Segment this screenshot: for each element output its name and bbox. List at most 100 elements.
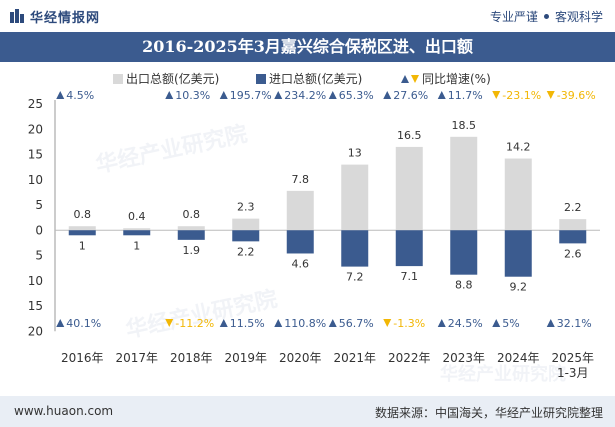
y-tick-label: 5: [35, 198, 43, 212]
export-growth-label: 234.2%: [284, 89, 326, 102]
export-value-label: 13: [348, 147, 362, 160]
import-bar: [341, 230, 369, 267]
export-value-label: 0.8: [74, 208, 92, 221]
brand-tags: 专业严谨 客观科学: [490, 8, 603, 25]
import-growth-label: 11.5%: [230, 317, 265, 330]
x-tick-label: 2020年: [279, 351, 322, 365]
x-tick-label: 2022年: [388, 351, 431, 365]
import-growth-label: 5%: [502, 317, 519, 330]
y-tick-label: 15: [28, 148, 43, 162]
growth-up-icon: [328, 91, 337, 99]
growth-up-icon: [546, 319, 555, 327]
export-growth-label: 195.7%: [230, 89, 272, 102]
import-growth-label: -11.2%: [175, 317, 214, 330]
growth-up-icon: [56, 91, 65, 99]
growth-down-icon: [165, 319, 174, 327]
import-growth-label: 24.5%: [448, 317, 483, 330]
y-tick-label: 15: [28, 299, 43, 313]
export-growth-label: 65.3%: [339, 89, 374, 102]
growth-up-icon: [437, 319, 446, 327]
y-tick-label: 10: [28, 274, 43, 288]
export-bar: [123, 228, 151, 231]
export-growth-label: 27.6%: [393, 89, 428, 102]
import-value-label: 1.9: [183, 244, 201, 257]
legend-swatch-import: [256, 74, 266, 84]
import-bar: [68, 230, 96, 236]
footer-source: 数据来源：中国海关，华经产业研究院整理: [374, 406, 603, 420]
growth-up-icon: [165, 91, 174, 99]
x-tick-label: 2016年: [61, 351, 104, 365]
x-tick-label-line: 2025年: [551, 351, 594, 365]
import-bar: [232, 230, 260, 242]
y-tick-label: 5: [35, 249, 43, 263]
x-tick-label: 2021年: [333, 351, 376, 365]
x-tick-label: 2017年: [115, 351, 158, 365]
export-value-label: 14.2: [506, 141, 531, 154]
chart-marks: 0.8 1 4.5% 40.1% 2016年 0.4 1 2017年 0.8 1.9 10.3% -1…: [55, 89, 600, 380]
import-value-label: 7.1: [401, 270, 419, 283]
footer-site-link[interactable]: www.huaon.com: [14, 404, 114, 418]
import-bar: [450, 230, 478, 275]
export-value-label: 2.3: [237, 201, 255, 214]
x-tick-label: 2024年: [497, 351, 540, 365]
tag-professional: 专业严谨: [489, 10, 538, 24]
y-axis: 25 20 15 10 5 0 5 10 15 20: [28, 97, 56, 338]
growth-up-icon: [274, 91, 283, 99]
legend-label-import: 进口总额(亿美元): [269, 71, 362, 86]
x-tick-label: 2023年: [442, 351, 485, 365]
import-growth-label: 110.8%: [284, 317, 326, 330]
export-bar: [177, 226, 205, 231]
export-bar: [450, 136, 478, 231]
x-tick-label-line: 2017年: [115, 351, 158, 365]
import-growth-label: 40.1%: [66, 317, 101, 330]
import-value-label: 7.2: [346, 271, 364, 284]
export-growth-label: -23.1%: [502, 89, 541, 102]
import-growth-label: 32.1%: [557, 317, 592, 330]
x-tick-label: 2019年: [224, 351, 267, 365]
y-tick-label: 10: [28, 173, 43, 187]
watermark-text: 华经产业研究院: [440, 363, 566, 385]
legend-triangle-up-icon: [401, 75, 409, 83]
import-value-label: 1: [79, 239, 86, 252]
import-value-label: 8.8: [455, 279, 473, 292]
x-tick-label-line: 2020年: [279, 351, 322, 365]
chart-plot: 华经产业研究院 华经产业研究院 华经产业研究院 出口总额(亿美元) 进口总额(亿美…: [28, 71, 600, 385]
import-bar: [504, 230, 532, 277]
import-growth-label: 56.7%: [339, 317, 374, 330]
export-growth-label: -39.6%: [557, 89, 596, 102]
growth-up-icon: [219, 319, 228, 327]
x-tick-label-line: 2023年: [442, 351, 485, 365]
export-bar: [286, 190, 314, 231]
export-growth-label: 10.3%: [175, 89, 210, 102]
y-tick-label: 0: [35, 223, 43, 237]
export-value-label: 16.5: [397, 129, 422, 142]
growth-up-icon: [492, 319, 501, 327]
export-bar: [68, 226, 96, 231]
x-tick-label-line: 2021年: [333, 351, 376, 365]
x-tick-label-line: 2022年: [388, 351, 431, 365]
growth-down-icon: [546, 91, 555, 99]
x-tick-label: 2025年 1-3月: [551, 351, 594, 380]
export-growth-label: 4.5%: [66, 89, 94, 102]
growth-down-icon: [383, 319, 392, 327]
import-bar: [286, 230, 314, 254]
export-value-label: 7.8: [292, 173, 310, 186]
dot-separator-icon: [543, 14, 549, 19]
import-value-label: 2.2: [237, 245, 255, 258]
import-value-label: 4.6: [292, 257, 310, 270]
legend-triangle-down-icon: [411, 75, 419, 83]
export-value-label: 0.4: [128, 210, 146, 223]
export-value-label: 0.8: [183, 208, 201, 221]
watermark-text: 华经产业研究院: [124, 286, 280, 343]
y-tick-label: 20: [28, 324, 43, 338]
x-tick-label-line: 2024年: [497, 351, 540, 365]
y-tick-label: 25: [28, 97, 43, 111]
import-growth-label: -1.3%: [393, 317, 425, 330]
y-tick-label: 20: [28, 122, 43, 136]
export-bar: [232, 218, 260, 231]
bar-chart-icon: [10, 9, 24, 23]
watermark-text: 华经产业研究院: [94, 121, 250, 178]
top-bar: 华经情报网 专业严谨 客观科学: [0, 0, 615, 32]
export-bar: [559, 219, 587, 231]
